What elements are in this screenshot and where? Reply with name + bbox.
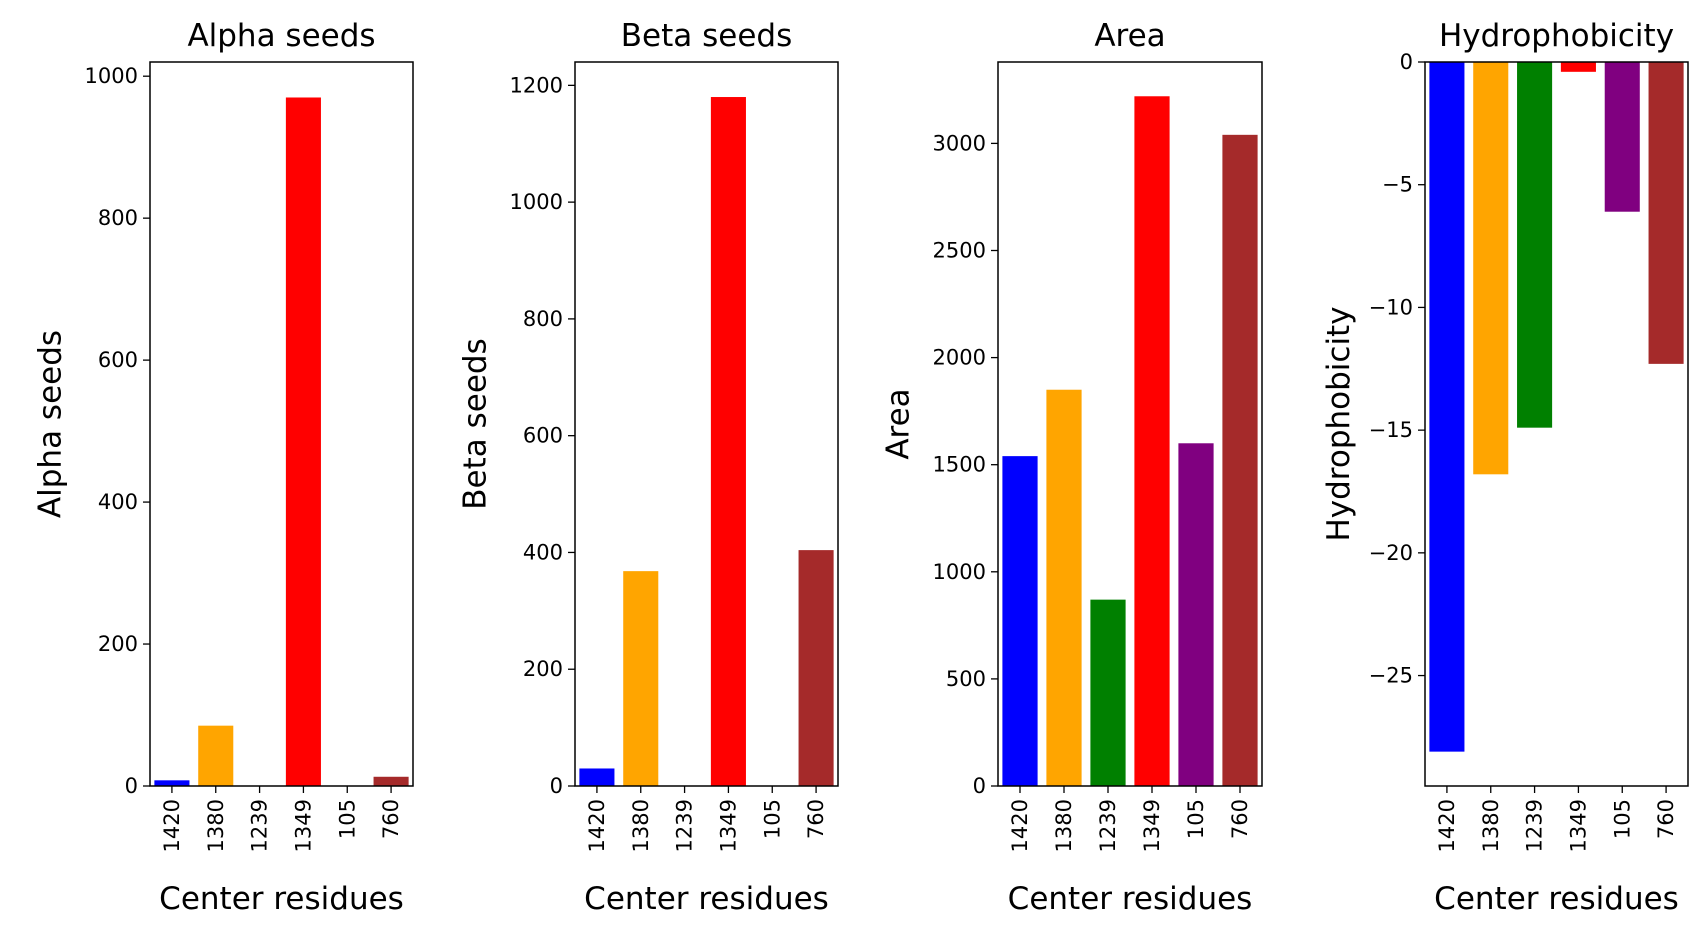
y-tick-label: 1200 [510,73,563,97]
y-tick-label: 600 [98,348,138,372]
x-tick-label: 1420 [585,799,609,852]
y-tick-label: 500 [946,667,986,691]
y-tick-label: 3000 [933,131,986,155]
bar-1380 [1046,389,1082,786]
x-tick-label: 760 [379,799,403,839]
x-tick-label: 1239 [1523,799,1547,852]
y-tick-label: 2500 [933,238,986,262]
x-tick-label: 1349 [716,799,740,852]
y-tick-label: 0 [1400,50,1413,74]
bar-1239 [1517,62,1553,428]
x-tick-label: 105 [335,799,359,839]
x-tick-label: 1239 [1096,799,1120,852]
chart-title: Beta seeds [621,18,792,54]
x-axis-label: Center residues [1008,881,1253,917]
bar-1349 [285,97,321,787]
x-tick-label: 1420 [1008,799,1032,852]
y-tick-label: 800 [98,206,138,230]
chart-panel-4: 0 −5 −10 −15 −20 −25 1420 1380 1239 1349 105 760 Hyd… [1321,18,1689,917]
plot-frame [997,61,1263,787]
y-tick-label: 2000 [933,346,986,370]
x-tick-label: 1239 [248,799,272,852]
bar-105 [1604,62,1640,212]
bar-1420 [579,768,615,786]
x-tick-label: 1380 [1479,799,1503,852]
bar-760 [798,550,834,786]
x-tick-label: 760 [1654,799,1678,839]
x-axis-label: Center residues [1434,881,1679,917]
x-tick-label: 1239 [673,799,697,852]
y-tick-label: −20 [1369,541,1413,565]
y-axis-label: Area [880,388,916,459]
y-tick-label: 200 [523,657,563,681]
chart-panel-2: 0 200 400 600 800 1000 1200 1420 1380 1239 1349 105… [457,18,839,917]
bar-1349 [710,97,746,786]
y-tick-label: 800 [523,307,563,331]
y-axis-label: Beta seeds [457,338,493,509]
y-axis-label: Alpha seeds [32,330,68,518]
y-tick-label: 1000 [933,560,986,584]
x-axis-label: Center residues [584,881,829,917]
bar-1380 [1473,62,1509,475]
chart-title: Area [1094,18,1165,54]
y-tick-label: 0 [973,774,986,798]
y-tick-label: 0 [125,774,138,798]
y-tick-label: 400 [523,540,563,564]
bar-760 [373,776,409,786]
x-tick-label: 760 [804,799,828,839]
y-tick-label: 1500 [933,453,986,477]
y-tick-label: −15 [1369,418,1413,442]
y-tick-label: 200 [98,632,138,656]
bar-1349 [1560,62,1596,72]
bar-1380 [198,725,234,786]
chart-panel-3: 0 500 1000 1500 2000 2500 3000 1420 1380 1239 1349… [880,18,1263,917]
y-tick-label: 0 [550,774,563,798]
y-tick-label: −5 [1382,173,1413,197]
bar-1239 [1090,599,1126,786]
y-tick-label: −10 [1369,295,1413,319]
bar-1380 [623,571,659,786]
bar-760 [1648,62,1684,364]
x-tick-label: 1349 [1566,799,1590,852]
x-tick-label: 1380 [1052,799,1076,852]
x-axis-label: Center residues [159,881,404,917]
y-tick-label: 1000 [85,64,138,88]
bar-1420 [1429,62,1465,752]
y-tick-label: 1000 [510,190,563,214]
chart-title: Alpha seeds [187,18,375,54]
x-tick-label: 1420 [1435,799,1459,852]
x-tick-label: 1349 [1140,799,1164,852]
y-tick-label: −25 [1369,664,1413,688]
bar-760 [1222,134,1258,786]
bar-1349 [1134,96,1170,786]
x-tick-label: 105 [1610,799,1634,839]
y-axis-label: Hydrophobicity [1321,306,1357,541]
plot-frame [1424,61,1689,787]
chart-title: Hydrophobicity [1439,18,1674,54]
bar-105 [1178,443,1214,786]
y-tick-label: 600 [523,424,563,448]
bar-1420 [154,780,190,786]
plot-frame [574,61,839,787]
x-tick-label: 1380 [204,799,228,852]
x-tick-label: 1420 [160,799,184,852]
bar-1420 [1002,456,1038,786]
x-tick-label: 760 [1228,799,1252,839]
x-tick-label: 105 [760,799,784,839]
plot-frame [149,61,414,787]
x-tick-label: 1349 [291,799,315,852]
x-tick-label: 1380 [629,799,653,852]
y-tick-label: 400 [98,490,138,514]
x-tick-label: 105 [1184,799,1208,839]
chart-panel-1: 0 200 400 600 800 1000 1420 1380 1239 1349 105 760 A… [32,18,414,917]
